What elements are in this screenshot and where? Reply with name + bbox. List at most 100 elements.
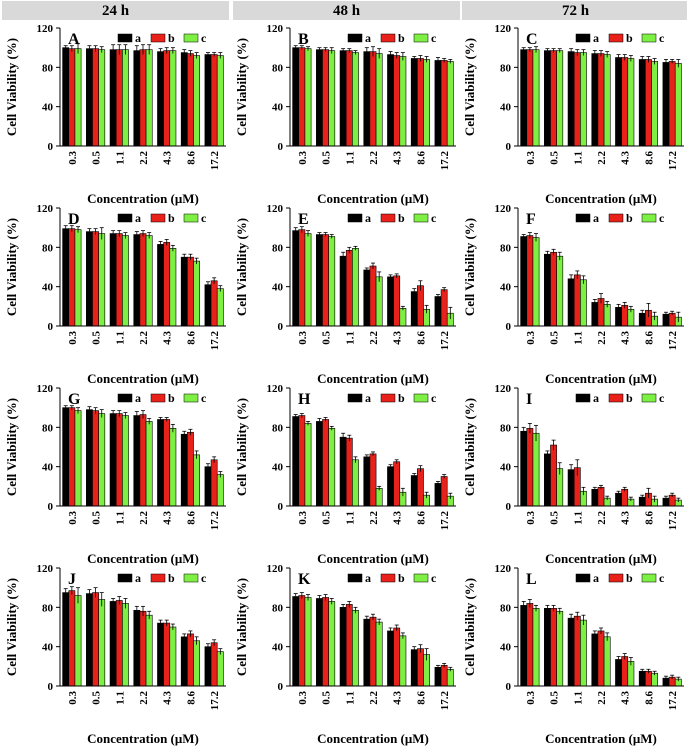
bar (122, 415, 129, 507)
bar (98, 49, 106, 147)
x-tick-label: 4.3 (620, 511, 632, 525)
bar (322, 419, 329, 507)
bar (304, 233, 312, 327)
bar (399, 635, 407, 687)
x-tick-label: 2.2 (368, 691, 380, 705)
bar (163, 50, 171, 147)
y-tick-label: 80 (42, 242, 54, 254)
x-tick-label: 0.5 (91, 511, 103, 525)
x-tick-label: 0.3 (525, 691, 537, 705)
y-tick-label: 0 (506, 501, 512, 513)
bar (133, 609, 141, 687)
bar (597, 487, 605, 507)
y-tick-label: 0 (48, 141, 54, 153)
bar (345, 50, 353, 147)
bar (410, 475, 418, 507)
bar (62, 47, 70, 147)
bar (591, 302, 599, 327)
bar (163, 242, 171, 327)
x-tick-label: 0.5 (321, 151, 333, 165)
bar (216, 474, 224, 507)
x-tick-label: 2.2 (138, 691, 150, 705)
x-tick-label: 4.3 (392, 151, 404, 165)
bar (597, 630, 605, 687)
legend-swatch (380, 393, 396, 403)
bar (304, 423, 312, 507)
bar (434, 667, 442, 687)
column-header: 72 h (562, 3, 590, 19)
y-tick-label: 120 (495, 203, 512, 215)
legend-label: a (593, 211, 599, 225)
y-tick-label: 40 (272, 462, 284, 474)
bar (567, 278, 575, 327)
bar (567, 51, 575, 147)
x-axis-label: Concentration (μM) (545, 551, 657, 566)
legend-swatch (150, 213, 166, 223)
bar (573, 52, 581, 147)
bar (145, 49, 153, 147)
bar (550, 444, 557, 507)
y-axis-label: Cell Viability (%) (4, 38, 19, 136)
legend-swatch (347, 213, 363, 223)
y-axis-label: Cell Viability (%) (4, 218, 19, 316)
bar (169, 50, 177, 147)
x-axis-label: Concentration (μM) (545, 371, 657, 386)
bar (520, 236, 528, 327)
legend-swatch (183, 573, 199, 583)
legend-label: a (135, 211, 141, 225)
legend-swatch (183, 213, 199, 223)
y-tick-label: 40 (500, 102, 512, 114)
column-header-bg (2, 1, 229, 20)
bar (621, 488, 629, 507)
y-tick-label: 120 (37, 23, 54, 35)
panel-label: D (68, 211, 80, 228)
y-tick-label: 40 (500, 642, 512, 654)
x-axis-label: Concentration (μM) (545, 731, 657, 746)
y-tick-label: 40 (500, 462, 512, 474)
bar (674, 63, 682, 147)
y-tick-label: 120 (267, 203, 284, 215)
x-tick-label: 17.2 (439, 511, 451, 531)
x-tick-label: 8.6 (185, 151, 197, 165)
y-tick-label: 40 (42, 102, 54, 114)
x-tick-label: 4.3 (162, 691, 174, 705)
bar (68, 228, 76, 327)
x-tick-label: 0.3 (67, 331, 79, 345)
y-tick-label: 120 (267, 23, 284, 35)
bar (662, 62, 670, 147)
legend-label: c (201, 31, 207, 45)
y-tick-label: 80 (42, 422, 54, 434)
y-tick-label: 80 (500, 422, 512, 434)
bar (292, 416, 300, 507)
x-tick-label: 8.6 (643, 331, 655, 345)
y-tick-label: 120 (495, 383, 512, 395)
bar (544, 253, 551, 327)
x-tick-label: 17.2 (439, 331, 451, 351)
bar (387, 276, 394, 327)
bar (352, 248, 359, 327)
y-tick-label: 40 (42, 642, 54, 654)
bar (434, 60, 442, 147)
bar (645, 670, 652, 687)
x-tick-label: 0.5 (549, 691, 561, 705)
bar (193, 260, 200, 327)
x-tick-label: 0.5 (549, 331, 561, 345)
legend-label: b (168, 31, 175, 45)
bar (544, 453, 551, 507)
bar (369, 453, 377, 507)
legend-swatch (413, 33, 429, 43)
legend-swatch (641, 393, 657, 403)
y-axis-label: Cell Viability (%) (462, 398, 477, 496)
legend-label: a (365, 571, 371, 585)
bar (621, 57, 629, 147)
bar (133, 415, 141, 507)
x-tick-label: 0.3 (67, 691, 79, 705)
x-tick-label: 1.1 (572, 331, 584, 345)
y-axis-label: Cell Viability (%) (462, 38, 477, 136)
bar (187, 633, 194, 687)
bar (216, 55, 224, 147)
bar (446, 668, 454, 687)
bar (133, 50, 141, 147)
bar (139, 49, 147, 147)
legend-label: b (168, 211, 175, 225)
